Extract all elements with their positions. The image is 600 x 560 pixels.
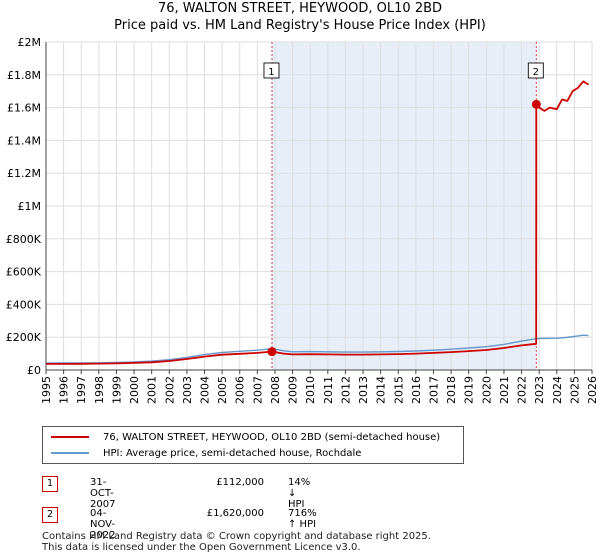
legend-label-hpi: HPI: Average price, semi-detached house,… (103, 447, 362, 459)
x-tick-label: 2018 (445, 376, 458, 404)
x-tick-label: 2005 (216, 376, 229, 404)
legend-swatch-hpi (51, 452, 89, 454)
y-tick-label: £1.6M (7, 102, 41, 115)
x-tick-label: 2007 (251, 376, 264, 404)
y-tick-label: £600K (6, 266, 42, 279)
legend: 76, WALTON STREET, HEYWOOD, OL10 2BD (se… (42, 426, 464, 464)
transaction-badge: 2 (42, 507, 58, 523)
y-tick-label: £400K (6, 298, 42, 311)
x-tick-label: 2022 (516, 376, 529, 404)
footer-line1: Contains HM Land Registry data © Crown c… (42, 531, 431, 542)
y-tick-label: £1.2M (7, 167, 41, 180)
y-tick-label: £1.8M (7, 69, 41, 82)
property-price-line (46, 80, 589, 365)
chart-title-line2: Price paid vs. HM Land Registry's House … (114, 18, 486, 33)
footer-attribution: Contains HM Land Registry data © Crown c… (42, 531, 431, 553)
transaction-price: £112,000 (216, 477, 264, 488)
x-tick-label: 2015 (392, 376, 405, 404)
x-tick-label: 2002 (163, 376, 176, 404)
x-tick-label: 2012 (339, 376, 352, 404)
x-tick-label: 1997 (75, 376, 88, 404)
y-tick-label: £1.4M (7, 134, 41, 147)
transaction-date: 04-NOV-2022 (90, 508, 116, 541)
x-tick-label: 2016 (410, 376, 423, 404)
sale-point-marker (531, 99, 541, 109)
x-tick-label: 1995 (40, 376, 53, 404)
legend-item-hpi: HPI: Average price, semi-detached house,… (51, 445, 361, 461)
x-tick-label: 2009 (287, 376, 300, 404)
x-tick-label: 2000 (128, 376, 141, 404)
x-tick-label: 2017 (427, 376, 440, 404)
x-tick-label: 2013 (357, 376, 370, 404)
y-tick-label: £200K (6, 331, 42, 344)
y-tick-label: £1M (18, 200, 42, 213)
x-tick-label: 2006 (234, 376, 247, 404)
transaction-date: 31-OCT-2007 (90, 477, 116, 510)
y-tick-label: £0 (27, 364, 41, 377)
x-tick-label: 2024 (551, 376, 564, 404)
x-tick-label: 2010 (304, 376, 317, 404)
sale-annotation-label: 2 (533, 67, 539, 78)
x-tick-label: 1996 (58, 376, 71, 404)
transaction-hpi-change: 716% ↑ HPI (288, 508, 317, 530)
x-tick-label: 2019 (463, 376, 476, 404)
sale-point-marker (267, 347, 277, 357)
footer-line2: This data is licensed under the Open Gov… (42, 542, 361, 553)
x-tick-label: 2011 (322, 376, 335, 404)
x-tick-label: 1999 (110, 376, 123, 404)
x-tick-label: 1998 (93, 376, 106, 404)
x-tick-label: 2014 (375, 376, 388, 404)
hpi-line (45, 334, 589, 364)
legend-swatch-property (51, 436, 89, 438)
legend-label-property: 76, WALTON STREET, HEYWOOD, OL10 2BD (se… (103, 431, 441, 443)
y-tick-label: £2M (18, 36, 42, 49)
legend-item-property: 76, WALTON STREET, HEYWOOD, OL10 2BD (se… (51, 429, 440, 445)
price-chart: £0 £200K £400K £600K £800K £1M £1.2M £1.4M £1.6M… (6, 36, 599, 404)
x-tick-label: 2008 (269, 376, 282, 404)
transaction-price: £1,620,000 (206, 508, 264, 519)
transaction-hpi-change: 14% ↓ HPI (288, 477, 311, 510)
x-tick-label: 2025 (568, 376, 581, 404)
chart-title-line1: 76, WALTON STREET, HEYWOOD, OL10 2BD (157, 1, 443, 16)
transaction-badge: 1 (42, 476, 58, 492)
chart-title: 76, WALTON STREET, HEYWOOD, OL10 2BD Pri… (0, 0, 600, 34)
x-tick-label: 2004 (199, 376, 212, 404)
sale-annotation-label: 1 (268, 67, 274, 78)
sale-annotation-box (263, 62, 280, 79)
x-tick-label: 2020 (480, 376, 493, 404)
x-tick-label: 2001 (146, 376, 159, 404)
x-tick-label: 2026 (586, 376, 599, 404)
x-tick-label: 2023 (533, 376, 546, 404)
x-tick-label: 2003 (181, 376, 194, 404)
sale-annotation-box (527, 62, 544, 79)
y-tick-label: £800K (6, 233, 42, 246)
x-tick-label: 2021 (498, 376, 511, 404)
